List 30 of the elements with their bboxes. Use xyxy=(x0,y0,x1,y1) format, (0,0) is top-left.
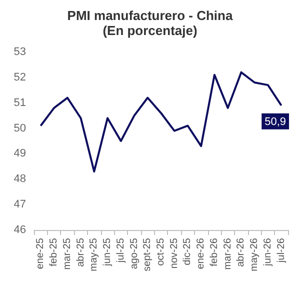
chart-title: PMI manufacturero - China xyxy=(67,8,234,23)
x-tick-label: jul-26 xyxy=(276,238,287,264)
y-tick-label: 48 xyxy=(14,173,26,186)
x-tick-label: abr-26 xyxy=(236,238,247,267)
y-tick-label: 52 xyxy=(14,71,26,84)
x-tick-label: ago-25 xyxy=(128,238,140,270)
x-tick-label: oct-25 xyxy=(156,238,166,266)
x-tick-label: jun-26 xyxy=(262,238,274,267)
y-tick-label: 53 xyxy=(14,46,26,58)
x-tick-label: ene-26 xyxy=(196,238,207,270)
chart-subtitle: (En porcentaje) xyxy=(102,23,198,38)
y-tick-label: 47 xyxy=(14,198,26,211)
x-tick-label: nov-25 xyxy=(168,238,180,269)
y-tick-label: 46 xyxy=(14,224,26,236)
data-label: 50,9 xyxy=(264,116,286,128)
x-tick-label: mar-25 xyxy=(62,238,73,270)
y-tick-label: 50 xyxy=(14,122,26,134)
y-tick-label: 49 xyxy=(14,148,26,160)
y-tick-label: 51 xyxy=(14,96,26,109)
x-tick-label: feb-25 xyxy=(48,238,60,266)
x-tick-label: may-25 xyxy=(88,238,100,272)
x-tick-label: mar-26 xyxy=(222,238,234,270)
x-tick-label: sept-25 xyxy=(142,238,154,272)
x-tick-label: ene-25 xyxy=(35,238,46,270)
x-tick-label: feb-26 xyxy=(208,238,220,266)
x-tick-label: jul-25 xyxy=(115,238,126,264)
x-tick-label: may-26 xyxy=(249,238,260,272)
x-tick-label: abr-25 xyxy=(75,238,86,267)
x-tick-label: dic-25 xyxy=(182,238,194,266)
x-tick-label: jun-25 xyxy=(102,238,114,267)
